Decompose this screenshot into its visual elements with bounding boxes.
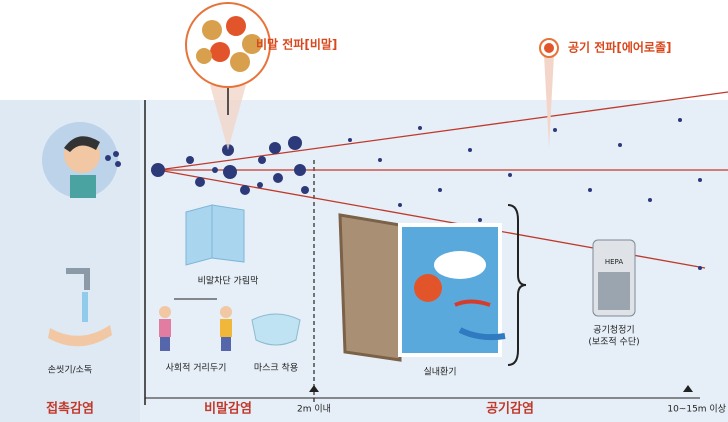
virus	[414, 274, 442, 302]
brand-label: HEPA	[605, 258, 623, 266]
virus-cluster	[196, 16, 262, 72]
callout-beam	[210, 85, 246, 150]
measure-label: 손씻기/소독	[48, 365, 92, 376]
faucet	[66, 268, 90, 290]
cloud	[434, 251, 486, 279]
category-label: 접촉감염	[46, 401, 94, 417]
arrow-out	[458, 327, 506, 341]
droplets	[151, 118, 702, 270]
measure-label: 공기청정기	[593, 325, 634, 336]
callout-label: 공기 전파[에어로졸]	[568, 40, 671, 55]
mask	[251, 313, 301, 346]
virus	[544, 43, 554, 53]
callout-beam	[544, 55, 554, 148]
brace	[507, 204, 527, 366]
window-pane	[338, 213, 402, 362]
hands	[48, 325, 112, 347]
category-label: 공기감염	[486, 401, 534, 417]
measure-label: 비말차단 가림막	[198, 275, 259, 287]
hair	[64, 136, 100, 152]
callout-label: 비말 전파[비말]	[256, 37, 337, 52]
filter	[598, 272, 630, 310]
water	[82, 292, 88, 322]
distance-label: 10~15m 이상	[667, 404, 726, 415]
measure-label: 사회적 거리두기	[166, 362, 227, 374]
shield	[185, 204, 245, 266]
distance-label: 2m 이내	[297, 404, 331, 415]
measure-label: 실내환기	[423, 366, 456, 378]
measure-label: 마스크 착용	[254, 363, 298, 374]
category-label: 비말감염	[204, 401, 252, 417]
breath	[105, 151, 121, 167]
arrow-in	[454, 299, 491, 307]
shirt	[70, 175, 96, 198]
distancing-people	[159, 298, 232, 351]
measure-label: (보조적 수단)	[588, 336, 639, 348]
